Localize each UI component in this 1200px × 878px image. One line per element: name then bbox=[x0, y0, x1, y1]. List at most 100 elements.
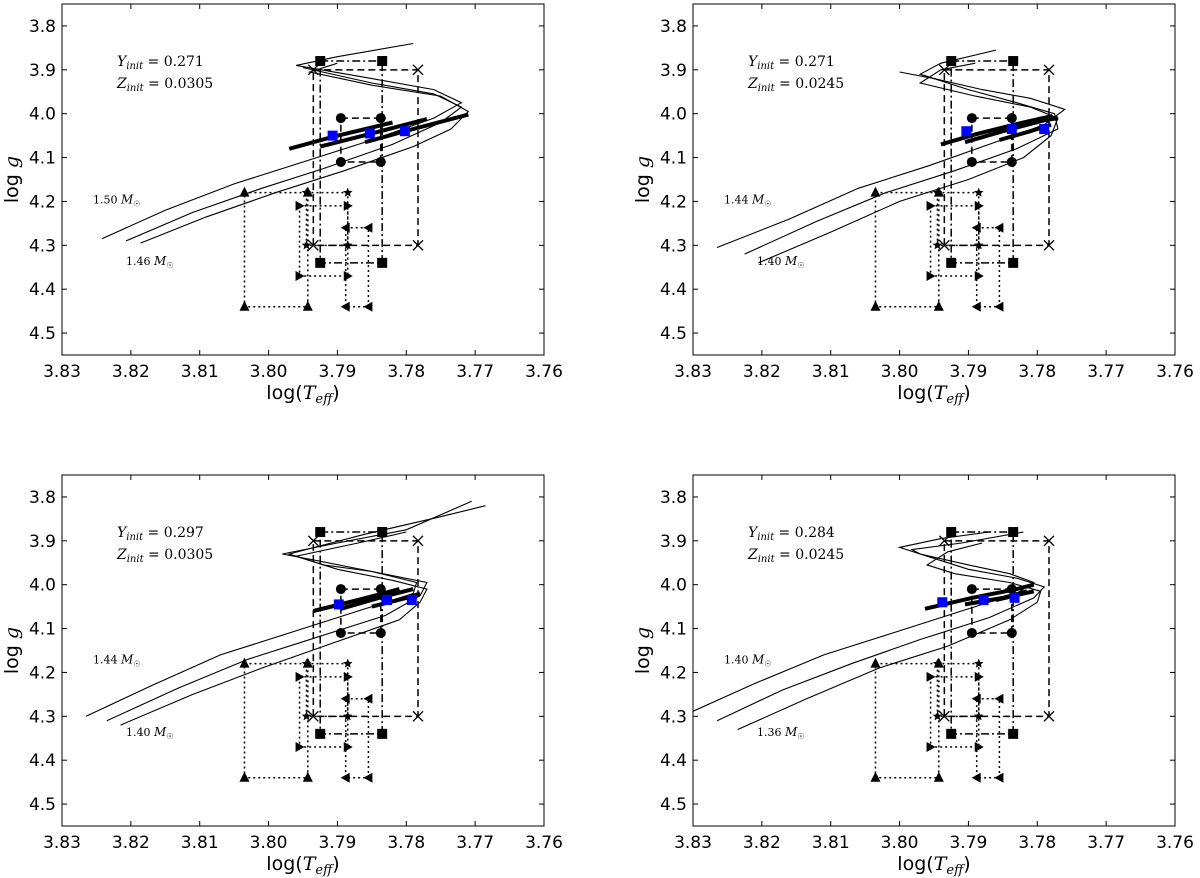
x-tick-label: 3.77 bbox=[456, 362, 494, 382]
z-init-annotation: Zinit = 0.0305 bbox=[116, 547, 213, 565]
star-marker bbox=[974, 187, 984, 197]
x-tick-label: 3.80 bbox=[881, 362, 919, 382]
triangle-left-marker bbox=[340, 693, 350, 704]
x-axis-label: log(Teff) bbox=[266, 853, 339, 878]
evolution-track bbox=[140, 62, 470, 244]
evolution-track bbox=[758, 62, 1059, 264]
mass-label: 1.40 M☉ bbox=[757, 254, 804, 270]
y-tick-label: 3.9 bbox=[660, 532, 687, 552]
y-tick-label: 3.8 bbox=[660, 488, 687, 508]
thick-track-segment bbox=[964, 116, 1059, 145]
x-tick-label: 3.76 bbox=[525, 833, 563, 853]
x-tick-label: 3.83 bbox=[674, 833, 712, 853]
square-marker bbox=[377, 257, 388, 268]
triangle-left-marker bbox=[994, 693, 1004, 704]
circle-marker bbox=[1006, 113, 1017, 124]
y-tick-label: 4.1 bbox=[660, 149, 687, 169]
cross-marker bbox=[307, 239, 319, 251]
triangle-right-marker bbox=[343, 200, 353, 211]
star-marker bbox=[932, 240, 943, 250]
triangle-left-marker bbox=[363, 772, 373, 783]
uncertainty-box bbox=[340, 588, 382, 634]
panel-bottom-right: 3.83 3.82 3.81 3.80 3.79 3.78 3.77 3.76 3.8 3.9 4.… bbox=[632, 474, 1194, 878]
triangle-left-marker bbox=[340, 772, 350, 783]
panel-top-right: 3.83 3.82 3.81 3.80 3.79 3.78 3.77 3.76 3.8 3.9 4.… bbox=[632, 3, 1194, 407]
star-marker bbox=[301, 658, 312, 668]
star-marker bbox=[343, 240, 353, 250]
x-axis-label: log(Teff) bbox=[266, 382, 339, 407]
y-tick-label: 4.5 bbox=[660, 324, 687, 344]
blue-square-marker bbox=[406, 595, 417, 606]
uncertainty-box bbox=[975, 698, 1001, 779]
square-marker bbox=[1008, 56, 1019, 67]
z-init-annotation: Zinit = 0.0245 bbox=[747, 76, 844, 94]
triangle-right-marker bbox=[295, 200, 305, 211]
z-init-annotation: Zinit = 0.0305 bbox=[116, 76, 213, 94]
y-tick-label: 4.1 bbox=[29, 149, 56, 169]
y-tick-label: 4.1 bbox=[660, 620, 687, 640]
evolution-track bbox=[716, 531, 1046, 722]
x-tick-label: 3.78 bbox=[387, 362, 425, 382]
x-axis-label: log(Teff) bbox=[897, 382, 970, 407]
circle-marker bbox=[335, 156, 346, 167]
x-tick-label: 3.81 bbox=[181, 362, 219, 382]
triangle-up-marker bbox=[239, 771, 250, 782]
x-tick-label: 3.79 bbox=[949, 362, 987, 382]
cross-marker bbox=[412, 535, 424, 547]
triangle-up-marker bbox=[239, 300, 250, 311]
uncertainty-box bbox=[971, 588, 1013, 634]
x-tick-label: 3.76 bbox=[1156, 833, 1194, 853]
square-marker bbox=[946, 257, 957, 268]
circle-marker bbox=[966, 113, 977, 124]
triangle-left-marker bbox=[971, 301, 981, 312]
uncertainty-box bbox=[298, 676, 349, 748]
uncertainty-box bbox=[929, 205, 980, 277]
y-tick-label: 4.5 bbox=[660, 795, 687, 815]
x-tick-label: 3.81 bbox=[812, 362, 850, 382]
blue-square-marker bbox=[1006, 124, 1017, 135]
blue-square-marker bbox=[327, 130, 338, 141]
triangle-right-marker bbox=[343, 271, 353, 282]
uncertainty-box bbox=[874, 662, 940, 779]
evolution-track bbox=[101, 42, 463, 240]
plot-area bbox=[85, 500, 486, 783]
x-tick-label: 3.81 bbox=[812, 833, 850, 853]
cross-marker bbox=[307, 535, 319, 547]
uncertainty-box bbox=[874, 191, 940, 308]
plot-frame bbox=[692, 474, 1176, 827]
triangle-left-marker bbox=[363, 301, 373, 312]
cross-marker bbox=[938, 239, 950, 251]
cross-marker bbox=[307, 64, 319, 76]
mass-label: 1.40 M☉ bbox=[724, 653, 771, 669]
y-tick-label: 4.0 bbox=[660, 105, 687, 125]
x-tick-label: 3.79 bbox=[949, 833, 987, 853]
y-tick-label: 4.3 bbox=[660, 707, 687, 727]
uncertainty-box bbox=[312, 69, 419, 247]
blue-square-marker bbox=[364, 128, 375, 139]
triangle-right-marker bbox=[926, 200, 936, 211]
triangle-right-marker bbox=[926, 742, 936, 753]
circle-marker bbox=[375, 627, 386, 638]
y-axis-label: log g bbox=[632, 156, 654, 203]
blue-square-marker bbox=[1009, 592, 1020, 603]
cross-marker bbox=[938, 710, 950, 722]
triangle-left-marker bbox=[994, 301, 1004, 312]
triangle-right-marker bbox=[926, 671, 936, 682]
y-init-annotation: Yinit = 0.271 bbox=[117, 54, 204, 72]
triangle-left-marker bbox=[363, 693, 373, 704]
evolution-track bbox=[120, 531, 428, 726]
y-tick-label: 4.3 bbox=[29, 236, 56, 256]
x-tick-label: 3.77 bbox=[1087, 833, 1125, 853]
evolution-track bbox=[737, 542, 1042, 731]
circle-marker bbox=[375, 113, 386, 124]
triangle-up-marker bbox=[870, 300, 881, 311]
circle-marker bbox=[375, 584, 386, 595]
triangle-up-marker bbox=[870, 771, 881, 782]
plot-area bbox=[693, 527, 1055, 783]
triangle-left-marker bbox=[363, 222, 373, 233]
y-tick-label: 4.4 bbox=[660, 280, 687, 300]
plot-area bbox=[101, 42, 470, 312]
y-tick-label: 4.3 bbox=[660, 236, 687, 256]
cross-marker bbox=[307, 710, 319, 722]
